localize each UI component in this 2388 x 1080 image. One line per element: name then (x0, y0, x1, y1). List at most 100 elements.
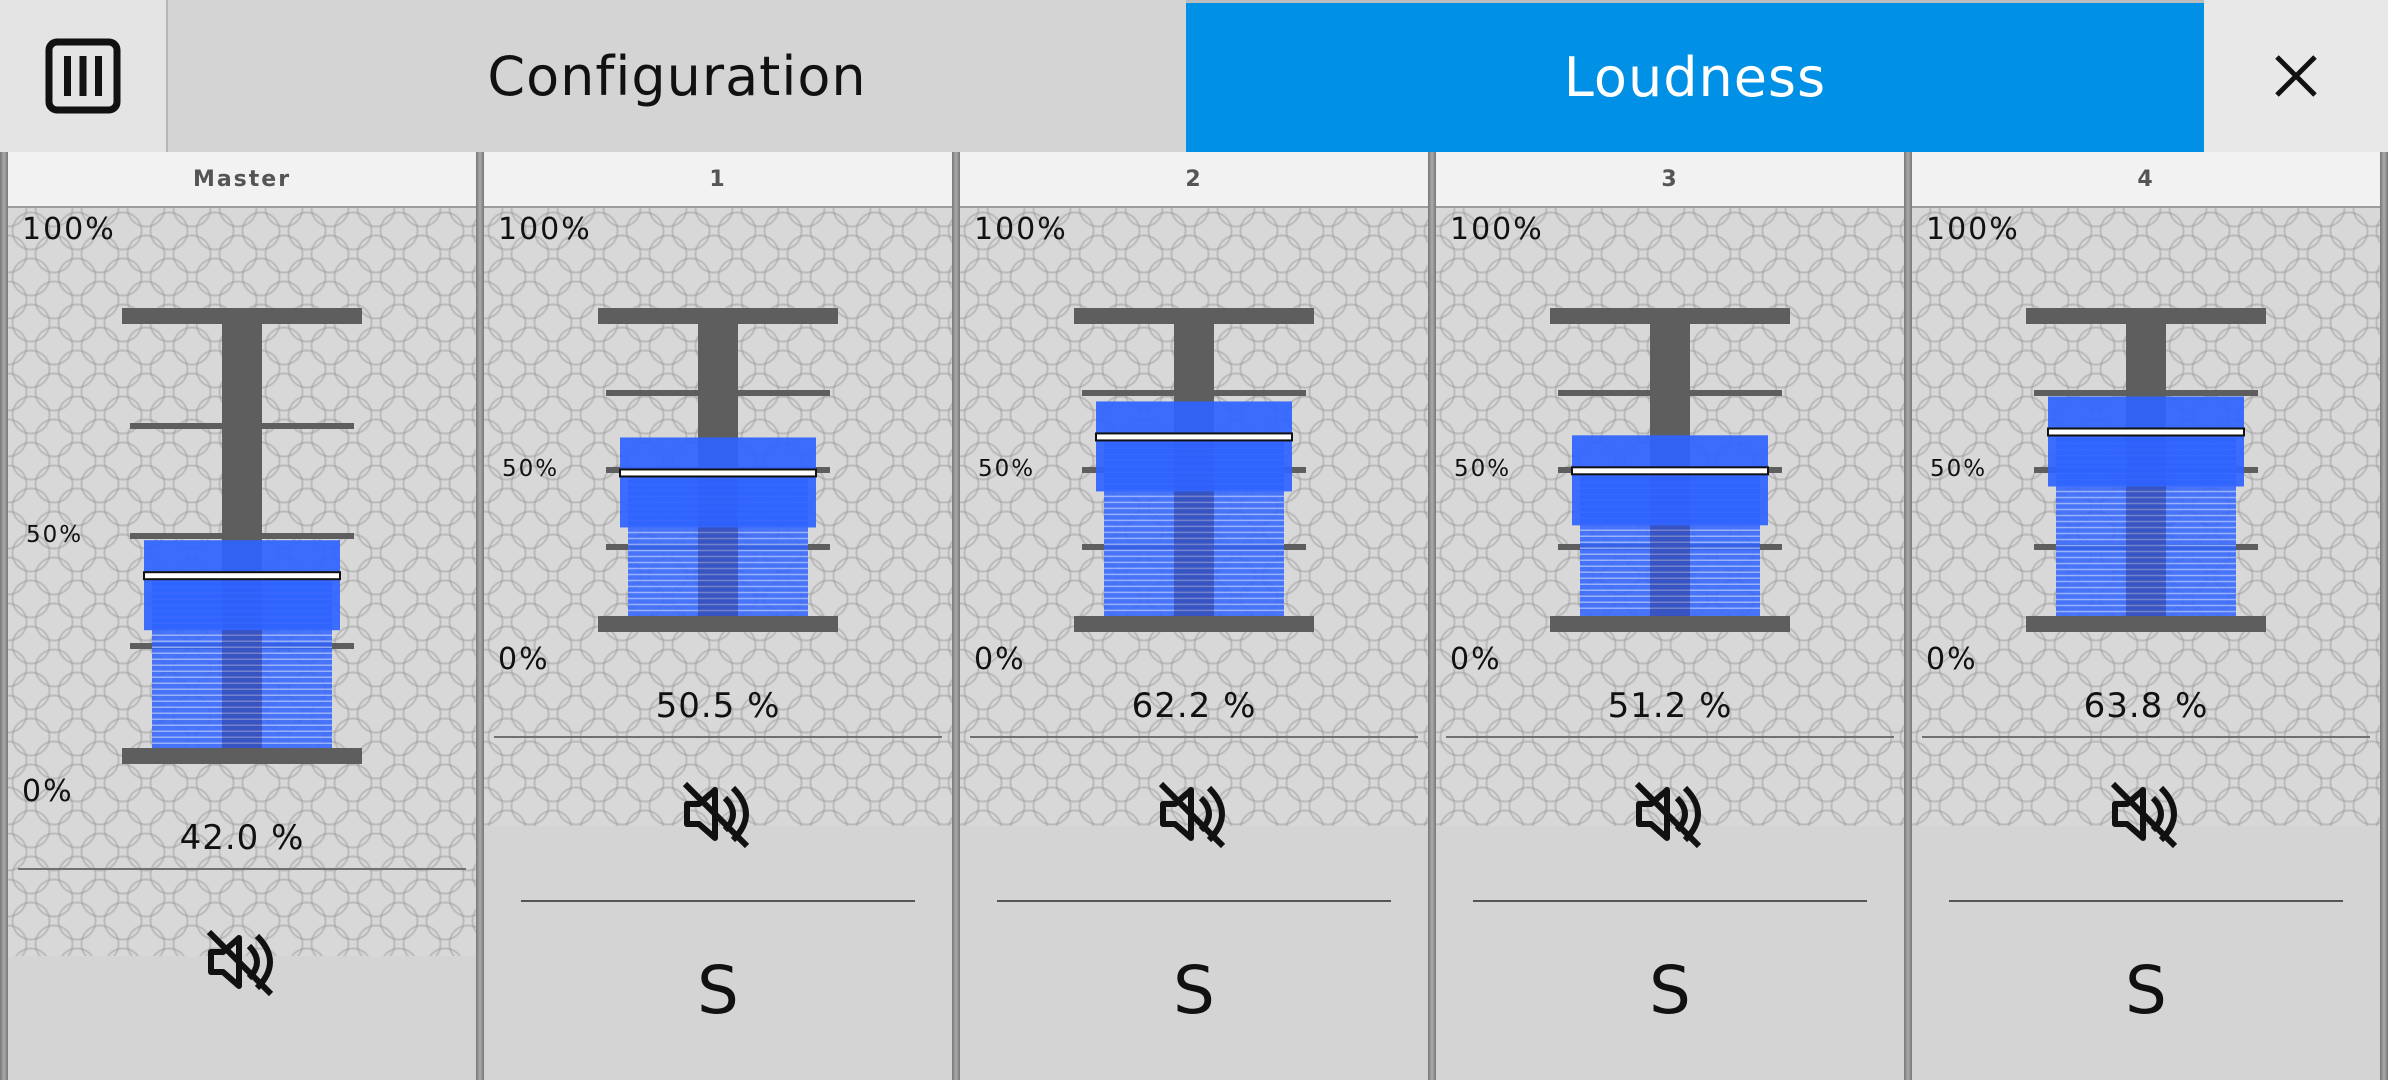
fader-knob-line (143, 571, 341, 581)
solo-button[interactable]: S (1173, 951, 1215, 1029)
fader-bottom-stop (1550, 616, 1790, 632)
scale-label-0: 0% (22, 774, 74, 809)
fader-tick (130, 533, 354, 539)
menu-button[interactable] (0, 0, 168, 152)
fader-top-stop (598, 308, 838, 324)
strip-divider (1473, 900, 1867, 902)
channel-strip-1: 1 100% 50% 0% 50.5 % S (476, 152, 960, 1080)
scale-label-0: 0% (974, 642, 1026, 677)
top-bar: Configuration Loudness (0, 0, 2388, 152)
strip-frame (0, 152, 8, 1080)
channel-name: 2 (960, 152, 1428, 208)
fader-tick (606, 390, 830, 396)
scale-label-100: 100% (1926, 212, 2020, 247)
readout-divider (18, 868, 466, 870)
scale-label-50: 50% (978, 456, 1036, 482)
scale-label-0: 0% (1450, 642, 1502, 677)
fader-top-stop (1550, 308, 1790, 324)
channel-name: 4 (1912, 152, 2380, 208)
fader[interactable] (8, 208, 476, 956)
strip-frame (1904, 152, 1912, 1080)
fader-area[interactable]: 100% 50% 0% (1436, 208, 1904, 826)
fader-knob[interactable] (1096, 401, 1292, 492)
fader-area[interactable]: 100% 50% 0% (1912, 208, 2380, 826)
scale-label-100: 100% (22, 212, 116, 247)
fader-knob[interactable] (620, 437, 816, 528)
speaker-muted-icon (1158, 781, 1226, 848)
scale-label-100: 100% (974, 212, 1068, 247)
fader-knob-line (619, 468, 817, 478)
strip-divider (1949, 900, 2343, 902)
scale-label-50: 50% (1454, 456, 1512, 482)
fader-tick (130, 423, 354, 429)
strip-frame (2380, 152, 2388, 1080)
strip-divider (997, 900, 1391, 902)
close-x-icon (2275, 55, 2317, 97)
scale-label-50: 50% (1930, 456, 1988, 482)
channel-name: 1 (484, 152, 952, 208)
speaker-muted-icon (1634, 781, 1702, 848)
scale-label-0: 0% (498, 642, 550, 677)
mute-button[interactable] (8, 892, 476, 1032)
fader-bottom-stop (598, 616, 838, 632)
fader-area[interactable]: 100% 50% 0% (484, 208, 952, 826)
fader-knob-line (2047, 427, 2245, 437)
tab-configuration[interactable]: Configuration (168, 0, 1186, 152)
level-readout: 62.2 % (1131, 686, 1257, 726)
speaker-muted-icon (206, 929, 274, 996)
fader-area[interactable]: 100% 50% 0% (960, 208, 1428, 826)
channel-strip-master: Master 100% 50% 0% 42.0 % (0, 152, 484, 1080)
strip-frame (952, 152, 960, 1080)
fader-bottom-stop (1074, 616, 1314, 632)
scale-label-50: 50% (26, 522, 84, 548)
channel-name: Master (8, 152, 476, 208)
level-readout: 63.8 % (2083, 686, 2209, 726)
fader-tick (2034, 390, 2258, 396)
fader[interactable] (1436, 208, 1904, 826)
fader[interactable] (1912, 208, 2380, 826)
solo-button[interactable]: S (2125, 951, 2167, 1029)
channel-strip-2: 2 100% 50% 0% 62.2 % S (952, 152, 1436, 1080)
mute-button[interactable] (1436, 752, 1904, 876)
solo-button[interactable]: S (697, 951, 739, 1029)
fader-knob[interactable] (144, 540, 340, 631)
solo-button[interactable]: S (1649, 951, 1691, 1029)
channel-strip-3: 3 100% 50% 0% 51.2 % S (1428, 152, 1912, 1080)
fader-bottom-stop (2026, 616, 2266, 632)
fader-top-stop (2026, 308, 2266, 324)
readout-divider (1922, 736, 2370, 738)
fader[interactable] (484, 208, 952, 826)
channel-strip-4: 4 100% 50% 0% 63.8 % S (1904, 152, 2388, 1080)
fader-knob-line (1571, 466, 1769, 476)
fader-tick (1558, 390, 1782, 396)
scale-label-50: 50% (502, 456, 560, 482)
readout-divider (1446, 736, 1894, 738)
fader[interactable] (960, 208, 1428, 826)
readout-divider (494, 736, 942, 738)
level-readout: 50.5 % (655, 686, 781, 726)
level-readout: 51.2 % (1607, 686, 1733, 726)
fader-bottom-stop (122, 748, 362, 764)
columns-menu-icon (45, 38, 121, 114)
mute-button[interactable] (1912, 752, 2380, 876)
fader-area[interactable]: 100% 50% 0% (8, 208, 476, 956)
fader-knob[interactable] (2048, 396, 2244, 487)
speaker-muted-icon (682, 781, 750, 848)
level-readout: 42.0 % (179, 818, 305, 858)
fader-tick (1082, 390, 1306, 396)
strip-divider (521, 900, 915, 902)
fader-knob-line (1095, 432, 1293, 442)
fader-top-stop (1074, 308, 1314, 324)
strip-frame (1428, 152, 1436, 1080)
readout-divider (970, 736, 1418, 738)
tab-loudness[interactable]: Loudness (1186, 0, 2204, 152)
mute-button[interactable] (960, 752, 1428, 876)
fader-knob[interactable] (1572, 435, 1768, 526)
speaker-muted-icon (2110, 781, 2178, 848)
close-button[interactable] (2204, 0, 2388, 152)
scale-label-100: 100% (1450, 212, 1544, 247)
strip-frame (476, 152, 484, 1080)
mute-button[interactable] (484, 752, 952, 876)
channel-name: 3 (1436, 152, 1904, 208)
fader-top-stop (122, 308, 362, 324)
